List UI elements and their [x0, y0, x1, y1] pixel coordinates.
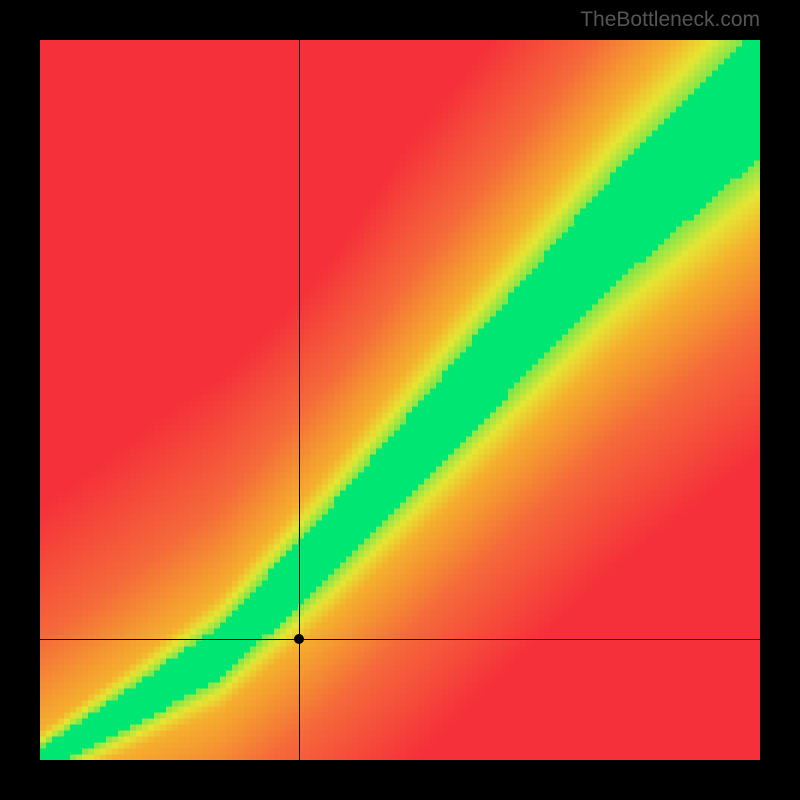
- crosshair-vertical: [299, 40, 300, 760]
- crosshair-marker: [294, 634, 304, 644]
- plot-area: [40, 40, 760, 760]
- crosshair-horizontal: [40, 639, 760, 640]
- chart-root: TheBottleneck.com: [0, 0, 800, 800]
- watermark-label: TheBottleneck.com: [580, 8, 760, 32]
- heatmap-canvas: [40, 40, 760, 760]
